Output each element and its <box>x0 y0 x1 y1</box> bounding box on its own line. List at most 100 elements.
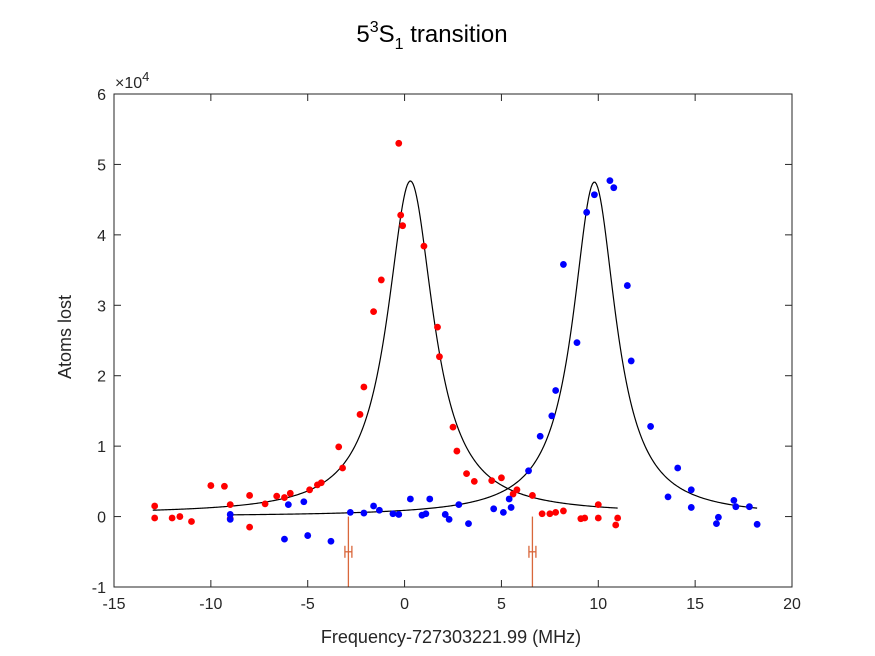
x-tick-label: 5 <box>497 596 506 613</box>
data-point <box>513 486 521 494</box>
series-0 <box>151 139 622 531</box>
x-tick-label: -10 <box>199 596 222 613</box>
data-point <box>606 177 614 185</box>
data-point <box>591 191 598 199</box>
data-point <box>261 500 269 508</box>
data-point <box>434 323 441 331</box>
data-point <box>375 506 383 514</box>
data-point <box>470 477 478 485</box>
y-tick-label: 1 <box>97 439 106 456</box>
y-tick-label: -1 <box>92 580 106 597</box>
data-point <box>745 503 753 511</box>
data-point <box>360 509 368 517</box>
data-point <box>488 477 496 485</box>
data-point <box>507 504 515 511</box>
data-point <box>176 513 184 520</box>
data-point <box>335 443 343 451</box>
data-point <box>304 532 312 539</box>
data-point <box>246 523 254 531</box>
data-point <box>226 511 234 518</box>
data-point <box>560 261 567 268</box>
marker-line-1 <box>528 516 537 587</box>
data-point <box>397 211 405 219</box>
data-point <box>246 492 254 499</box>
y-tick-label: 0 <box>97 510 106 527</box>
y-axis-label: Atoms lost <box>55 295 75 379</box>
data-point <box>548 412 556 420</box>
data-point <box>674 464 682 472</box>
chart-title: 53S1 transition <box>356 19 507 53</box>
y-tick-label: 2 <box>97 369 106 386</box>
axes-box <box>113 93 793 588</box>
x-tick-label: 20 <box>783 596 801 613</box>
data-point <box>327 537 335 545</box>
plot-area <box>151 139 761 587</box>
data-point <box>300 498 308 506</box>
data-point <box>581 514 589 522</box>
data-point <box>499 508 507 516</box>
data-point <box>505 495 513 503</box>
data-point <box>552 508 560 516</box>
data-point <box>455 501 463 508</box>
data-point <box>284 501 292 508</box>
data-point <box>623 282 631 289</box>
data-point <box>151 514 159 522</box>
data-point <box>529 492 536 499</box>
data-point <box>664 493 672 501</box>
marker-line-0 <box>344 516 353 587</box>
data-point <box>207 482 215 489</box>
data-point <box>339 464 346 472</box>
y-tick-label: 3 <box>97 298 106 315</box>
data-point <box>168 514 176 522</box>
x-tick-label: -15 <box>102 596 125 613</box>
data-point <box>441 511 449 518</box>
data-point <box>647 423 654 430</box>
data-point <box>552 387 560 394</box>
data-point <box>445 515 453 523</box>
data-point <box>490 505 498 513</box>
y-exponent-label: ×104 <box>115 69 149 92</box>
data-point <box>449 423 457 431</box>
y-axis: -1 0 1 2 3 4 5 6 <box>92 87 792 597</box>
x-tick-label: 0 <box>400 596 409 613</box>
data-point <box>714 513 722 521</box>
data-point <box>356 411 364 418</box>
data-point <box>226 515 234 523</box>
data-point <box>612 521 620 529</box>
data-point <box>536 432 544 440</box>
data-point <box>614 514 622 522</box>
data-point <box>395 511 403 518</box>
data-point <box>370 502 377 510</box>
series-1 <box>226 177 761 545</box>
data-point <box>395 139 403 147</box>
data-point <box>151 502 159 510</box>
data-point <box>281 494 288 501</box>
y-tick-label: 4 <box>97 228 106 245</box>
data-point <box>422 510 430 518</box>
data-point <box>594 501 602 508</box>
data-point <box>463 470 470 478</box>
data-point <box>273 492 281 500</box>
data-point <box>498 474 505 482</box>
data-point <box>377 276 385 284</box>
data-point <box>317 479 325 487</box>
data-point <box>436 353 443 361</box>
data-point <box>281 535 288 543</box>
data-point <box>406 495 414 503</box>
data-point <box>360 383 368 391</box>
data-point <box>594 514 602 522</box>
x-tick-label: 15 <box>686 596 704 613</box>
data-point <box>687 486 695 494</box>
fit-curve-1 <box>230 181 758 516</box>
data-point <box>525 467 532 475</box>
data-point <box>753 520 761 528</box>
data-point <box>687 504 695 511</box>
data-point <box>465 520 472 528</box>
data-point <box>420 242 428 250</box>
data-point <box>306 486 314 494</box>
data-point <box>346 508 354 516</box>
x-tick-label: -5 <box>301 596 315 613</box>
data-point <box>713 520 720 528</box>
data-point <box>188 518 195 525</box>
